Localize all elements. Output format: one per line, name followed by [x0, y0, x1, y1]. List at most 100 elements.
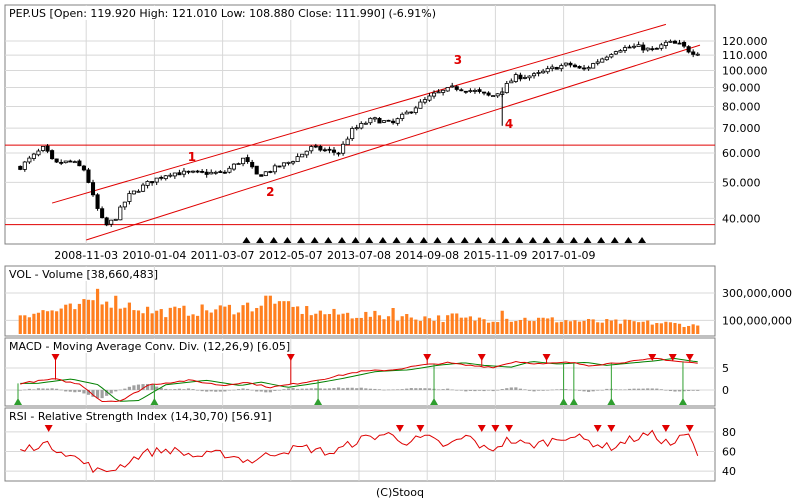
candle-body [191, 170, 196, 173]
macd-histogram-bar [350, 387, 354, 390]
macd-title: MACD - Moving Average Conv. Div. (12,26,… [9, 340, 290, 353]
macd-histogram-bar [396, 389, 400, 390]
channel-upper-line [51, 23, 667, 204]
candle-body [336, 152, 341, 155]
candle-body [427, 95, 432, 101]
candle-body [545, 68, 550, 73]
volume-bar [409, 317, 413, 334]
volume-bar [246, 302, 250, 334]
macd-histogram-bar [186, 388, 191, 390]
macd-histogram-bar [359, 387, 363, 390]
candle-body [145, 181, 150, 186]
volume-bar [314, 313, 318, 334]
volume-bar [27, 317, 31, 334]
candle-body [304, 150, 309, 156]
candle-body [136, 190, 141, 193]
macd-histogram-bar [550, 389, 554, 391]
candle-body [204, 171, 209, 175]
volume-bar [605, 319, 609, 334]
candle-body [327, 148, 332, 151]
macd-histogram-bar [582, 389, 586, 392]
macd-histogram-bar [268, 389, 272, 393]
event-marker [597, 237, 606, 243]
price-annotations: 1 2 3 4 [188, 53, 513, 199]
candle-body [59, 161, 64, 164]
macd-histogram-bar [159, 387, 163, 390]
macd-sell-marker [668, 354, 677, 361]
candle-body [313, 145, 318, 148]
macd-tick-label: 5 [722, 362, 729, 375]
macd-histogram-bar [355, 388, 359, 390]
volume-bar [32, 313, 36, 334]
macd-axis-labels: 50 [722, 362, 729, 397]
volume-bar [205, 310, 209, 334]
event-marker [447, 237, 456, 243]
volume-bar [509, 321, 513, 334]
macd-histogram-bar [105, 389, 109, 396]
volume-bar [105, 301, 109, 334]
event-marker [528, 237, 537, 243]
volume-bar [646, 320, 650, 334]
macd-histogram-bar [323, 388, 327, 390]
macd-histogram-bar [468, 389, 472, 391]
volume-bar [396, 320, 400, 334]
macd-histogram-bar [300, 388, 304, 390]
volume-bar [441, 322, 445, 334]
macd-histogram-bar [36, 388, 41, 390]
candle-body [222, 171, 227, 174]
macd-histogram-bar [59, 389, 63, 391]
candle-body [236, 163, 241, 165]
candle-body [491, 95, 496, 98]
volume-bar [555, 322, 559, 334]
date-tick-label: 2010-01-04 [122, 249, 186, 262]
candle-body [31, 153, 36, 159]
rsi-sell-marker [491, 425, 500, 432]
macd-histogram-bar [527, 389, 532, 391]
volume-bar [241, 305, 245, 334]
volume-bars [18, 288, 700, 334]
macd-histogram-bar [205, 389, 209, 392]
candle-body [227, 167, 232, 173]
event-marker [310, 237, 319, 243]
macd-histogram-bar [86, 389, 91, 395]
macd-histogram-bar [623, 389, 627, 391]
price-panel: 1 2 3 4 40.000 50.000 60.000 70.000 80.000 90.00… [4, 4, 768, 262]
candle-body [22, 161, 27, 170]
macd-histogram-bar [696, 389, 700, 391]
volume-bar [473, 320, 477, 334]
volume-bar [427, 318, 432, 334]
volume-bar [127, 302, 131, 334]
macd-histogram-bar [691, 389, 695, 391]
rsi-tick-label: 40 [722, 465, 736, 478]
candle-body [163, 175, 168, 180]
macd-buy-marker [430, 398, 439, 405]
volume-bar [432, 320, 436, 334]
candle-body [291, 161, 296, 164]
macd-histogram-bar [600, 389, 604, 391]
volume-bar [591, 319, 595, 334]
volume-tick-label: 100,000,000 [722, 314, 792, 327]
candle-body [368, 117, 373, 124]
candle-body [509, 80, 514, 84]
macd-histogram-bar [109, 389, 113, 394]
event-marker [569, 237, 578, 243]
macd-histogram-bar [577, 389, 582, 391]
candle-body [527, 75, 532, 79]
macd-histogram-bar [286, 388, 291, 390]
candle-body [186, 170, 191, 173]
candle-body [372, 117, 377, 120]
volume-bar [118, 308, 122, 334]
candle-body [618, 50, 623, 53]
volume-bar [577, 321, 582, 334]
volume-bar [568, 321, 573, 334]
volume-bar [41, 310, 45, 334]
event-marker [583, 237, 592, 243]
candle-body [431, 92, 437, 97]
price-trend-channel [51, 23, 701, 241]
volume-bar [223, 306, 227, 334]
volume-bar [132, 310, 136, 334]
macd-panel: 50 MACD - Moving Average Conv. Div. (12,… [4, 337, 729, 407]
volume-bar [250, 311, 254, 334]
candle-body [54, 158, 59, 163]
macd-histogram-bar [150, 384, 154, 390]
